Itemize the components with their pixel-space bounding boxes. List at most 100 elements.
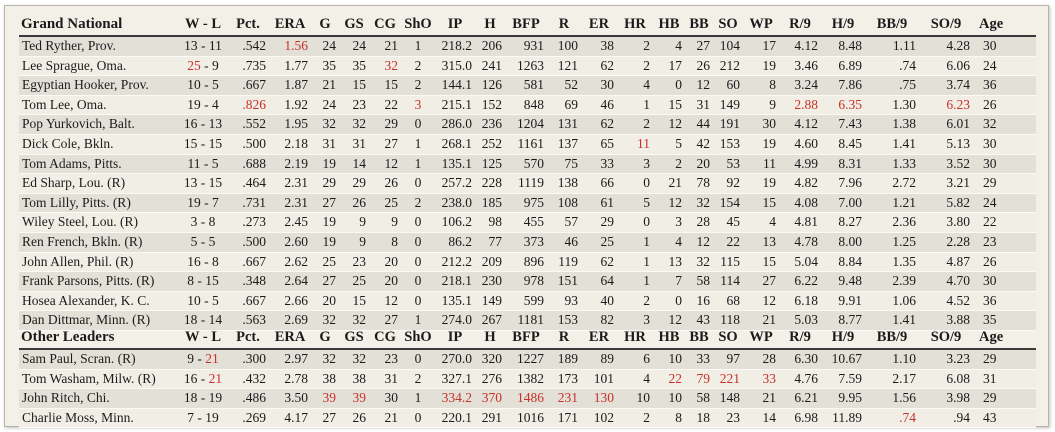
stat-cell: 29	[339, 173, 369, 194]
stat-cell: 14	[339, 154, 369, 175]
stat-cell: 38	[311, 369, 339, 390]
stat-cell: 2.72	[865, 173, 919, 194]
stat-cell: 69	[547, 95, 581, 116]
stat-cell: 62	[581, 114, 617, 135]
stat-cell: 5	[653, 134, 685, 155]
stat-cell: 53	[713, 154, 743, 175]
stat-cell: 32	[339, 310, 369, 331]
stat-cell: 4.60	[779, 134, 821, 155]
stat-cell: 3.52	[919, 154, 973, 175]
stat-cell: 0	[401, 212, 435, 233]
stat-cell: 320	[475, 349, 505, 370]
column-header: ShO	[401, 13, 435, 37]
column-header: ERA	[269, 326, 311, 350]
stat-cell: 3.88	[919, 310, 973, 331]
stat-cell: 0	[653, 291, 685, 312]
stat-cell: 4	[743, 212, 779, 233]
stat-cell: 9 - 21	[179, 349, 227, 370]
stat-cell: 4.87	[919, 252, 973, 273]
stat-cell: 0	[401, 232, 435, 253]
stat-cell: 30	[581, 75, 617, 96]
stat-cell: 23	[713, 408, 743, 429]
stat-cell: 6.18	[779, 291, 821, 312]
stat-cell: 2	[401, 75, 435, 96]
stat-cell: 43	[973, 408, 1036, 429]
player-row: Egyptian Hooker, Prov. 10 - 5.667 1.87 21 15…	[19, 75, 1036, 96]
stat-cell: 62	[581, 56, 617, 77]
stat-cell: 3	[653, 212, 685, 233]
stat-cell: 29	[311, 173, 339, 194]
stat-cell: 2.17	[865, 369, 919, 390]
stat-cell: 0	[401, 291, 435, 312]
stat-cell: 238.0	[435, 193, 475, 214]
stat-cell: 3 - 8	[179, 212, 227, 233]
stat-cell: 570	[505, 154, 547, 175]
cell-text: 25	[187, 57, 201, 73]
stat-cell: 274.0	[435, 310, 475, 331]
player-row: John Allen, Phil. (R) 16 - 8.667 2.62 25 23 2…	[19, 252, 1036, 273]
stat-cell: 21	[369, 36, 401, 57]
stat-cell: 18 - 19	[179, 388, 227, 409]
stat-cell: 12	[653, 193, 685, 214]
stat-cell: 46	[547, 232, 581, 253]
player-name: Tom Washam, Milw. (R)	[19, 369, 179, 390]
stat-cell: 4	[653, 36, 685, 57]
stat-cell: 1	[401, 154, 435, 175]
cell-text: .74	[899, 409, 916, 425]
section-title: Grand National	[19, 13, 179, 37]
header-row: Other Leaders W - L Pct. ERA G GS CG ShO IP H BFP R…	[19, 326, 1036, 350]
stat-cell: 209	[475, 252, 505, 273]
stat-cell: 7.59	[821, 369, 865, 390]
stat-cell: 38	[339, 369, 369, 390]
cell-text: 21	[208, 370, 223, 386]
stat-cell: 104	[713, 36, 743, 57]
stat-cell: 241	[475, 56, 505, 77]
stat-cell: 3	[401, 95, 435, 116]
stat-cell: 286.0	[435, 114, 475, 135]
stat-cell: 975	[505, 193, 547, 214]
stat-cell: 26	[685, 56, 713, 77]
stat-cell: 1	[401, 388, 435, 409]
stat-cell: 2.60	[269, 232, 311, 253]
stat-cell: 33	[743, 369, 779, 390]
stats-table: Other Leaders W - L Pct. ERA G GS CG ShO IP H BFP R…	[19, 326, 1036, 429]
stat-cell: 6	[617, 349, 653, 370]
stat-cell: 0	[401, 271, 435, 292]
stat-cell: 206	[475, 36, 505, 57]
stat-cell: 220.1	[435, 408, 475, 429]
stat-cell: 2	[617, 408, 653, 429]
stat-cell: 1181	[505, 310, 547, 331]
stat-cell: 4.81	[779, 212, 821, 233]
stat-cell: .300	[227, 349, 269, 370]
stat-cell: 38	[581, 36, 617, 57]
stat-cell: 149	[475, 291, 505, 312]
stat-cell: 31	[685, 95, 713, 116]
cell-text: 1486	[517, 390, 544, 406]
stat-cell: .731	[227, 193, 269, 214]
header-row: Grand National W - L Pct. ERA G GS CG ShO IP H BFP…	[19, 13, 1036, 37]
column-header: H/9	[821, 326, 865, 350]
section-title: Other Leaders	[19, 326, 179, 350]
stat-cell: 15 - 15	[179, 134, 227, 155]
player-name: Tom Lilly, Pitts. (R)	[19, 193, 179, 214]
column-header: G	[311, 13, 339, 37]
stat-cell: 108	[547, 193, 581, 214]
player-name: Ren French, Bkln. (R)	[19, 232, 179, 253]
stat-cell: 26	[973, 252, 1036, 273]
stat-cell: 2.36	[865, 212, 919, 233]
column-header: W - L	[179, 326, 227, 350]
stat-cell: 1.56	[865, 388, 919, 409]
stat-cell: 62	[581, 252, 617, 273]
stat-cell: 4.99	[779, 154, 821, 175]
cell-text: .826	[242, 96, 266, 112]
player-name: Tom Lee, Oma.	[19, 95, 179, 116]
stat-cell: 1.33	[865, 154, 919, 175]
stat-cell: 315.0	[435, 56, 475, 77]
stat-cell: 5.03	[779, 310, 821, 331]
stat-cell: .735	[227, 56, 269, 77]
stat-cell: 1.87	[269, 75, 311, 96]
stat-cell: 4.76	[779, 369, 821, 390]
stat-cell: 8.84	[821, 252, 865, 273]
stat-cell: 1016	[505, 408, 547, 429]
stat-cell: 97	[713, 349, 743, 370]
